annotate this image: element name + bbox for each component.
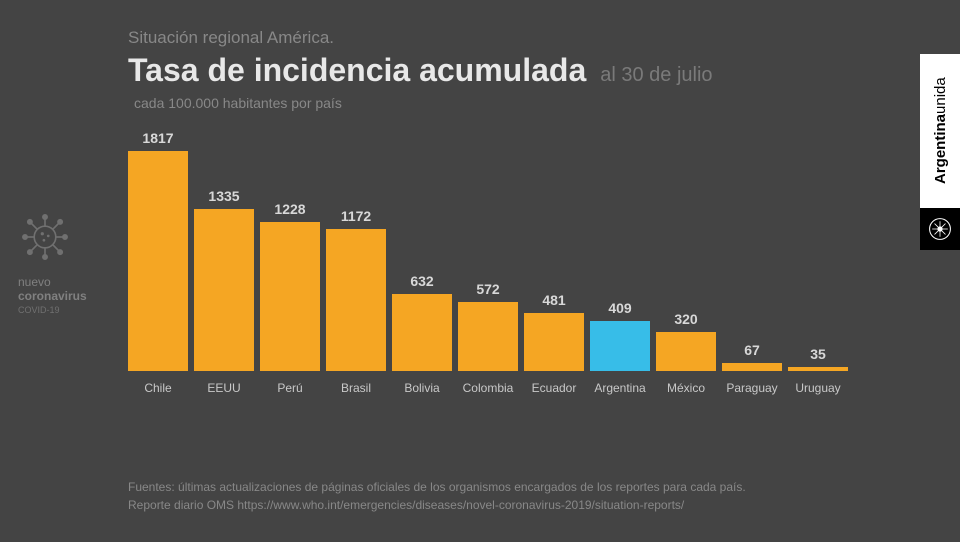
footer-line-1: Fuentes: últimas actualizaciones de pági… bbox=[128, 478, 908, 496]
virus-block: nuevo coronavirus COVID-19 bbox=[18, 210, 87, 315]
bar-col: 632 Bolivia bbox=[392, 273, 452, 395]
virus-label-2: coronavirus bbox=[18, 289, 87, 303]
bar-label: Paraguay bbox=[726, 381, 777, 395]
bar bbox=[788, 367, 848, 371]
virus-icon bbox=[18, 210, 87, 269]
bar-col: 35 Uruguay bbox=[788, 346, 848, 395]
subtitle-top: Situación regional América. bbox=[128, 28, 713, 48]
bar-label: Ecuador bbox=[532, 381, 577, 395]
bar-col: 572 Colombia bbox=[458, 281, 518, 395]
bar-chart: 1817Chile1335EEUU1228Perú1172Brasil632Bo… bbox=[128, 145, 848, 425]
bar-label: Bolivia bbox=[404, 381, 439, 395]
bar-col: 320 México bbox=[656, 311, 716, 395]
bar-value: 481 bbox=[542, 292, 565, 308]
virus-label-1: nuevo bbox=[18, 275, 87, 289]
bar bbox=[260, 222, 320, 371]
badge-emblem bbox=[920, 208, 960, 250]
footer-line-2: Reporte diario OMS https://www.who.int/e… bbox=[128, 496, 908, 514]
bar-label: Chile bbox=[144, 381, 171, 395]
title-row: Tasa de incidencia acumulada al 30 de ju… bbox=[128, 52, 713, 89]
bar-value: 1172 bbox=[341, 208, 371, 224]
bar-label: EEUU bbox=[207, 381, 240, 395]
bar-value: 320 bbox=[674, 311, 697, 327]
bar-label: Perú bbox=[277, 381, 302, 395]
header-block: Situación regional América. Tasa de inci… bbox=[128, 28, 713, 111]
badge-text: Argentinaunida bbox=[932, 54, 949, 208]
bar-col: 1817 Chile bbox=[128, 130, 188, 395]
bar-value: 632 bbox=[410, 273, 433, 289]
badge-text-bold: Argentina bbox=[932, 114, 949, 184]
bar bbox=[194, 209, 254, 371]
bar-value: 35 bbox=[810, 346, 826, 362]
bar-label: Uruguay bbox=[795, 381, 840, 395]
badge-text-light: unida bbox=[932, 78, 949, 115]
title-date: al 30 de julio bbox=[600, 64, 712, 87]
bar bbox=[128, 151, 188, 371]
bars-container: 1817Chile1335EEUU1228Perú1172Brasil632Bo… bbox=[128, 145, 848, 395]
bar bbox=[590, 321, 650, 371]
title-main: Tasa de incidencia acumulada bbox=[128, 52, 586, 89]
bar bbox=[458, 302, 518, 371]
bar bbox=[392, 294, 452, 371]
bar-col: 1172 Brasil bbox=[326, 208, 386, 395]
bar-col: 409 Argentina bbox=[590, 300, 650, 395]
footer-block: Fuentes: últimas actualizaciones de pági… bbox=[128, 478, 908, 514]
bar bbox=[656, 332, 716, 371]
bar bbox=[722, 363, 782, 371]
bar-col: 67 Paraguay bbox=[722, 342, 782, 395]
bar-value: 1817 bbox=[142, 130, 173, 146]
bar-col: 481 Ecuador bbox=[524, 292, 584, 395]
subtitle-bottom: cada 100.000 habitantes por país bbox=[134, 95, 713, 111]
bar-label: Brasil bbox=[341, 381, 371, 395]
argentina-badge: Argentinaunida bbox=[920, 54, 960, 250]
bar-value: 1335 bbox=[208, 188, 239, 204]
bar-label: Colombia bbox=[463, 381, 514, 395]
bar-label: Argentina bbox=[594, 381, 645, 395]
bar bbox=[524, 313, 584, 371]
bar-value: 67 bbox=[744, 342, 760, 358]
bar-value: 1228 bbox=[274, 201, 305, 217]
bar bbox=[326, 229, 386, 371]
bar-value: 409 bbox=[608, 300, 631, 316]
bar-label: México bbox=[667, 381, 705, 395]
bar-col: 1335 EEUU bbox=[194, 188, 254, 395]
bar-col: 1228 Perú bbox=[260, 201, 320, 395]
virus-label-3: COVID-19 bbox=[18, 305, 87, 315]
bar-value: 572 bbox=[476, 281, 499, 297]
